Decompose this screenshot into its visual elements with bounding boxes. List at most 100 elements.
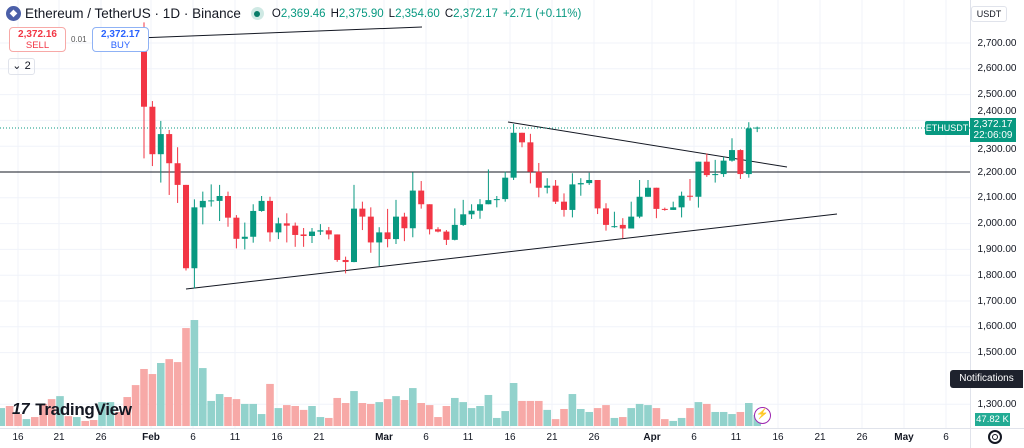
volume-bar	[140, 368, 148, 426]
candle-body	[670, 207, 677, 210]
time-axis-label: May	[894, 432, 914, 443]
candle	[594, 179, 601, 215]
candle	[149, 101, 156, 167]
volume-bar	[526, 400, 535, 426]
volume-bar	[14, 414, 22, 426]
volume-bar	[644, 405, 652, 426]
symbol-title[interactable]: Ethereum / TetherUS · 1D · Binance	[25, 6, 241, 21]
volume-bar	[98, 402, 106, 426]
candle-body	[393, 216, 399, 240]
tradingview-logo[interactable]: 17 TradingView	[12, 400, 132, 420]
trendline-top[interactable]	[137, 26, 423, 39]
candle	[283, 213, 290, 243]
candle-body	[477, 204, 483, 211]
volume-bar	[266, 383, 274, 426]
last-price: 2,372.17	[973, 119, 1013, 130]
chevron-down-icon: ⌄	[12, 60, 25, 72]
volume-bar	[434, 417, 442, 426]
candle	[611, 211, 618, 228]
candle	[510, 124, 517, 180]
time-axis-label: 21	[313, 432, 325, 443]
time-axis-label: 26	[856, 432, 868, 443]
volume-bar	[619, 417, 627, 426]
candle	[208, 184, 215, 207]
candle-body	[149, 106, 156, 155]
volume-bar	[56, 396, 64, 426]
candle	[628, 201, 635, 229]
sell-button[interactable]: 2,372.16 SELL	[9, 27, 66, 52]
candle	[325, 226, 332, 240]
candle-body	[661, 208, 668, 210]
volume-bar	[64, 416, 73, 426]
volume-bar	[148, 374, 157, 426]
volume-bar	[719, 411, 728, 426]
time-axis-label: Apr	[643, 432, 661, 443]
candle	[267, 196, 273, 242]
candle-body	[703, 161, 710, 176]
candle-body	[258, 200, 265, 211]
candle-body	[435, 229, 441, 232]
candle	[183, 184, 189, 271]
lightning-icon[interactable]: ⚡	[754, 407, 771, 424]
volume-bar	[467, 408, 476, 426]
candle	[451, 208, 458, 241]
trendline-ascending[interactable]	[185, 213, 838, 290]
candle-body	[729, 150, 735, 161]
candle-body	[552, 185, 559, 202]
candle-body	[745, 128, 752, 175]
candle-body	[544, 185, 551, 188]
candle	[670, 201, 677, 210]
settings-gear-icon[interactable]	[988, 430, 1002, 444]
candle-body	[216, 195, 223, 201]
volume-bar	[711, 411, 719, 426]
candle	[359, 201, 366, 231]
time-axis-label: 16	[271, 432, 283, 443]
candle-body	[208, 200, 215, 202]
buy-button[interactable]: 2,372.17 BUY	[92, 27, 149, 52]
volume-bar	[560, 408, 568, 426]
indicators-toggle[interactable]: ⌄ 2	[8, 58, 35, 75]
candle-body	[603, 208, 609, 225]
candle	[250, 204, 257, 243]
volume-bar	[22, 419, 31, 426]
candle	[653, 187, 660, 219]
candle	[485, 169, 492, 205]
time-axis-label: 6	[943, 432, 949, 443]
volume-bar	[593, 408, 602, 426]
volume-bar	[47, 399, 56, 426]
candle-body	[225, 195, 231, 218]
time-axis-label: 16	[12, 432, 24, 443]
candle	[401, 212, 408, 242]
volume-bar	[459, 402, 467, 426]
candle-body	[334, 234, 341, 260]
time-axis-label: 21	[53, 432, 65, 443]
candle-body	[561, 201, 567, 210]
candle	[426, 204, 433, 235]
candle-body	[493, 199, 500, 201]
candle	[703, 153, 710, 177]
volume-bar	[745, 403, 753, 426]
trendline-descending[interactable]	[507, 121, 788, 168]
candle	[754, 126, 761, 133]
candle-body	[687, 195, 693, 197]
candle	[334, 234, 341, 262]
candle	[569, 173, 576, 218]
volume-bar	[694, 402, 703, 426]
currency-button[interactable]: USDT	[971, 6, 1007, 22]
candle-body	[401, 216, 408, 229]
candle	[225, 191, 231, 227]
volume-bar	[602, 405, 610, 426]
volume-bar	[249, 403, 257, 426]
candle-body	[191, 207, 198, 269]
volume-bar	[442, 406, 451, 426]
candle-body	[720, 160, 727, 175]
volume-bar	[291, 406, 299, 426]
volume-bar	[325, 417, 333, 426]
candle-body	[376, 232, 383, 243]
candle	[376, 227, 383, 266]
volume-bar	[476, 406, 484, 426]
low-value: L2,354.60	[388, 7, 440, 20]
volume-bar	[308, 406, 316, 426]
volume-bar	[451, 397, 459, 426]
